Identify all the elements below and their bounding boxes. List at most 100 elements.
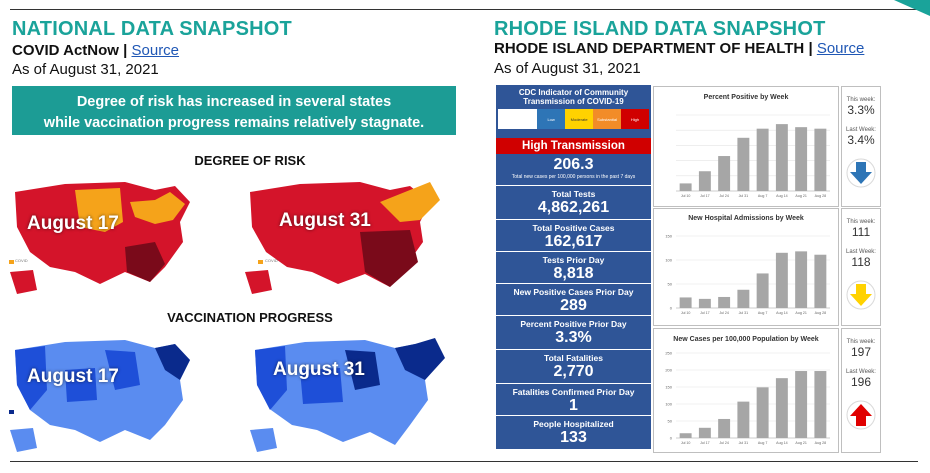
stat-label: Total Fatalities	[544, 353, 603, 363]
weekly-comparison-panel: This week: 197 Last Week: 196	[841, 328, 881, 453]
bar	[795, 127, 808, 191]
cdc-legend: Low Moderate Substantial High	[498, 109, 650, 129]
risk-map-aug31	[245, 182, 440, 294]
corner-accent-icon	[894, 0, 930, 16]
last-week-value: 3.4%	[847, 133, 875, 147]
y-tick-label: 50	[668, 419, 673, 424]
stat-label: Total Tests	[551, 189, 596, 199]
risk-map-label-aug17: August 17	[27, 213, 119, 234]
x-tick-label: Aug 14	[776, 194, 787, 198]
stat-item: Total Tests 4,862,261	[496, 186, 651, 220]
cdc-header-2: Transmission of COVID-19	[523, 97, 624, 106]
arrow-down-icon	[846, 158, 876, 188]
stat-value: 1	[569, 397, 578, 414]
x-tick-label: Aug 21	[795, 194, 806, 198]
this-week-value: 3.3%	[847, 103, 875, 117]
cases-per-100k: 206.3 Total new cases per 100,000 person…	[496, 154, 651, 186]
bar	[698, 298, 711, 308]
bar	[756, 387, 769, 438]
x-tick-label: Aug 21	[795, 311, 806, 315]
stat-label: Fatalities Confirmed Prior Day	[512, 387, 635, 397]
ri-title: RHODE ISLAND DATA SNAPSHOT	[494, 18, 826, 40]
y-tick-label: 250	[665, 351, 672, 356]
stat-label: Percent Positive Prior Day	[520, 319, 627, 329]
banner-line-2: while vaccination progress remains relat…	[43, 115, 425, 131]
vax-heading: VACCINATION PROGRESS	[167, 310, 333, 325]
vax-map-aug31	[250, 338, 445, 452]
x-tick-label: Jul 17	[700, 194, 710, 198]
cdc-indicator: CDC Indicator of Community Transmission …	[496, 85, 651, 138]
y-tick-label: 0	[670, 306, 673, 311]
ri-as-of: As of August 31, 2021	[494, 60, 641, 77]
this-week-value: 111	[851, 225, 871, 239]
risk-map-label-aug31: August 31	[279, 210, 371, 231]
x-tick-label: Jul 24	[719, 311, 729, 315]
stat-value: 289	[560, 297, 587, 314]
x-tick-label: Jul 17	[700, 441, 710, 445]
x-tick-label: Aug 7	[758, 311, 767, 315]
cdc-legend-cell: Low	[537, 109, 566, 129]
arrow-down-icon	[846, 280, 876, 310]
bar	[814, 128, 827, 191]
vax-map-aug17	[9, 340, 190, 452]
x-tick-label: Aug 7	[758, 194, 767, 198]
x-tick-label: Aug 28	[815, 311, 826, 315]
banner-line-1: Degree of risk has increased in several …	[76, 94, 392, 110]
bar	[756, 128, 769, 191]
bar	[698, 171, 711, 191]
this-week-label: This week:	[846, 339, 876, 345]
last-week-label: Last Week:	[846, 369, 876, 375]
national-as-of: As of August 31, 2021	[12, 61, 159, 78]
cdc-header-1: CDC Indicator of Community	[518, 88, 629, 97]
stat-label: New Positive Cases Prior Day	[513, 287, 634, 297]
ri-source-link[interactable]: Source	[816, 40, 865, 57]
vax-map-label-aug31: August 31	[273, 359, 365, 380]
this-week-label: This week:	[846, 97, 876, 103]
y-tick-label: 100	[665, 258, 672, 263]
weekly-comparison-panel: This week: 111 Last Week: 118	[841, 208, 881, 326]
x-tick-label: Jul 31	[739, 194, 749, 198]
stat-value: 133	[560, 429, 587, 446]
stat-value: 8,818	[553, 265, 594, 282]
stat-item: New Positive Cases Prior Day 289	[496, 284, 651, 316]
chart-title-new-cases: New Cases per 100,000 Population by Week	[673, 336, 819, 343]
stat-item: Total Positive Cases 162,617	[496, 220, 651, 252]
arrow-up-icon	[846, 400, 876, 430]
this-week-label: This week:	[846, 219, 876, 225]
stat-item: Total Fatalities 2,770	[496, 350, 651, 384]
stat-item: People Hospitalized 133	[496, 416, 651, 450]
y-tick-label: 100	[665, 402, 672, 407]
bar	[795, 251, 808, 308]
national-source-link[interactable]: Source	[131, 42, 180, 59]
bottom-rule	[10, 461, 918, 462]
x-tick-label: Jul 31	[739, 311, 749, 315]
risk-map-aug17	[9, 182, 190, 294]
chart-new-cases: 0 50 100 150 200 250 Jul 10 Jul 17 Jul 24 Jul 31 A…	[665, 351, 830, 445]
y-tick-label: 150	[665, 234, 672, 239]
x-tick-label: Jul 24	[719, 194, 729, 198]
bar	[795, 371, 808, 438]
bar	[718, 156, 731, 191]
ri-stats-list: Total Tests 4,862,261 Total Positive Cases…	[496, 186, 651, 450]
ri-source-org: RHODE ISLAND DEPARTMENT OF HEALTH	[494, 40, 805, 57]
last-week-label: Last Week:	[846, 249, 876, 255]
top-rule	[10, 9, 918, 10]
x-tick-label: Jul 17	[700, 311, 710, 315]
stat-value: 4,862,261	[537, 199, 610, 216]
ri-source-sep: |	[804, 40, 817, 57]
stat-item: Fatalities Confirmed Prior Day 1	[496, 384, 651, 416]
bar	[679, 297, 692, 308]
x-tick-label: Aug 14	[776, 311, 787, 315]
x-tick-label: Jul 31	[739, 441, 749, 445]
risk-map-legend-2: COVID	[265, 258, 278, 263]
chart-panel-new-cases: New Cases per 100,000 Population by Week…	[653, 328, 839, 453]
x-tick-label: Jul 10	[681, 441, 691, 445]
chart-panel-percent-positive: Percent Positive by Week Jul 10 Jul 17 Jul…	[653, 86, 839, 207]
stat-value: 3.3%	[555, 329, 592, 346]
bar	[679, 183, 692, 191]
national-source-sep: |	[118, 42, 132, 59]
bar	[814, 371, 827, 438]
stat-item: Tests Prior Day 8,818	[496, 252, 651, 284]
cases-per-100k-value: 206.3	[553, 156, 594, 173]
x-tick-label: Jul 24	[719, 441, 729, 445]
